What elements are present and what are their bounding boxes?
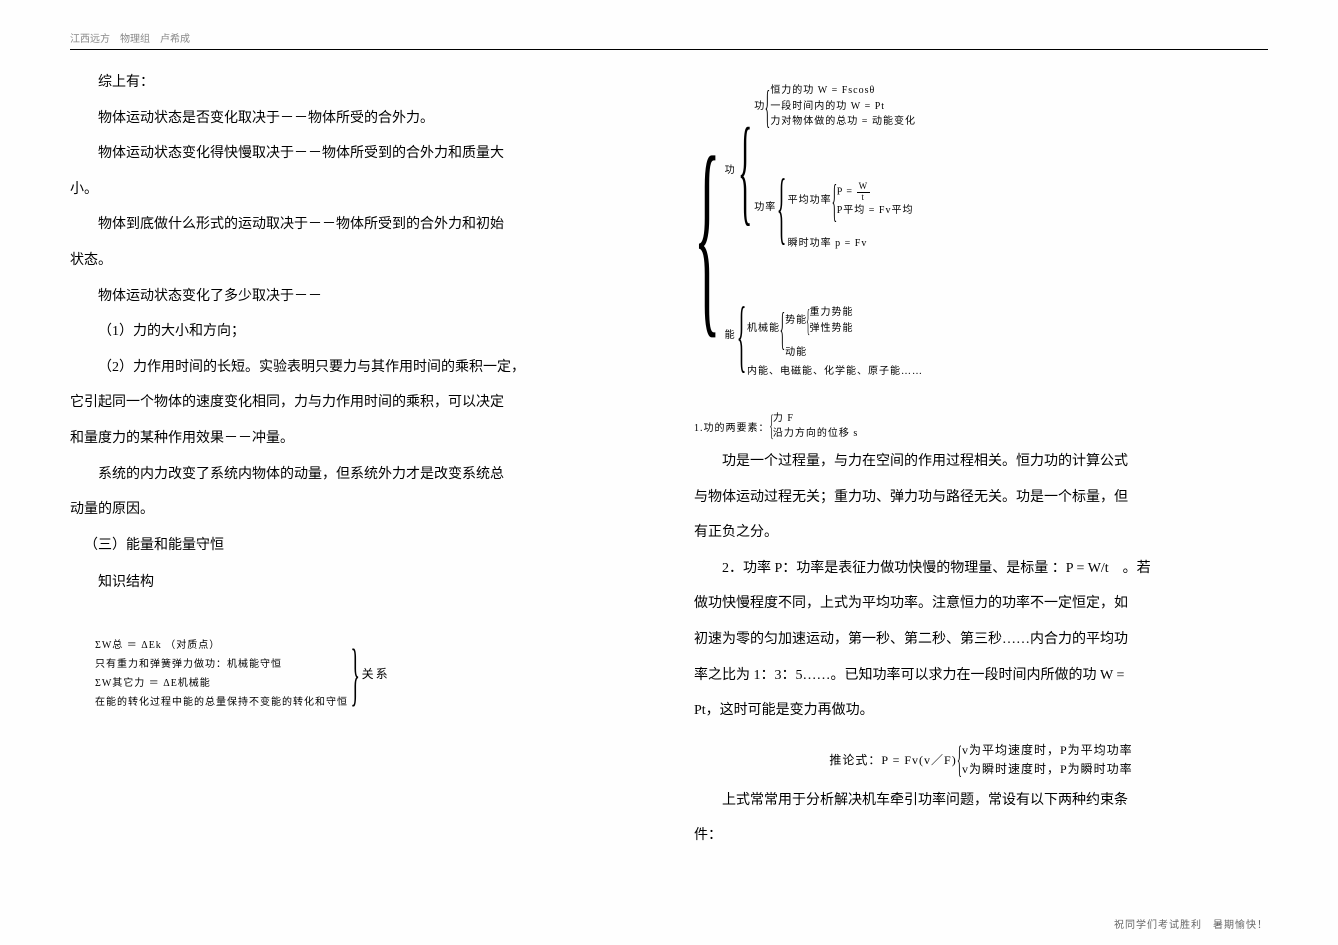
- page-footer: 祝同学们考试胜利 暑期愉快！: [1114, 916, 1268, 931]
- paragraph: 物体到底做什么形式的运动取决于－－物体所受到的合外力和初始: [70, 208, 644, 242]
- tree-leaf: P = W t: [837, 182, 914, 203]
- paragraph: 功是一个过程量，与力在空间的作用过程相关。恒力功的计算公式: [694, 445, 1268, 479]
- left-brace-icon: {: [780, 293, 786, 364]
- paragraph: 与物体运动过程无关；重力功、弹力功与路径无关。功是一个标量，但: [694, 481, 1268, 515]
- page-header: 江西远方 物理组 卢希成: [70, 30, 1268, 49]
- paragraph: （1）力的大小和方向；: [70, 315, 644, 349]
- paragraph: 系统的内力改变了系统内物体的动量，但系统外力才是改变系统总: [70, 458, 644, 492]
- corollary-label: 推论式：P = Fv(v／F): [829, 751, 956, 768]
- tree-label: 机械能: [747, 321, 780, 337]
- tree-label: 势能: [785, 313, 807, 329]
- case-line: v为瞬时速度时，P为瞬时功率: [962, 760, 1133, 779]
- paragraph: 状态。: [70, 244, 644, 278]
- left-brace-icon: {: [738, 77, 753, 263]
- tree-label: 功率: [754, 200, 776, 216]
- right-column: { 功 { 功 {: [694, 64, 1268, 853]
- fraction: W t: [857, 182, 871, 203]
- brace-label: 关系: [362, 663, 390, 686]
- paragraph: 它引起同一个物体的速度变化相同，力与力作用时间的乘积，可以决定: [70, 386, 644, 420]
- paragraph: 件：: [694, 819, 1268, 853]
- tree-leaf: 一段时间内的功 W = Pt: [770, 99, 916, 115]
- paragraph: 做功快慢程度不同，上式为平均功率。注意恒力的功率不一定恒定，如: [694, 587, 1268, 621]
- paragraph: 小。: [70, 173, 644, 207]
- paragraph: 有正负之分。: [694, 516, 1268, 550]
- right-brace-icon: }: [350, 608, 360, 741]
- left-brace-icon: {: [957, 738, 962, 782]
- brace-line: ΣW其它力 ＝ ΔE机械能: [95, 674, 348, 693]
- tree-leaf: P平均 = Fv平均: [837, 203, 914, 219]
- paragraph: 物体运动状态变化得快慢取决于－－物体所受到的合外力和质量大: [70, 137, 644, 171]
- paragraph: 2．功率 P：功率是表征力做功快慢的物理量、是标量 ：P = W/t 。若: [694, 552, 1268, 586]
- tree-label: 能: [725, 328, 736, 344]
- left-brace-icon: {: [765, 71, 771, 142]
- tree-label: 功: [725, 163, 736, 179]
- paragraph: 物体运动状态是否变化取决于－－物体所受的合外力。: [70, 102, 644, 136]
- two-column-layout: 综上有： 物体运动状态是否变化取决于－－物体所受的合外力。 物体运动状态变化得快…: [70, 64, 1268, 853]
- left-brace-icon: {: [806, 296, 810, 346]
- tree-leaf: 动能: [785, 345, 853, 361]
- tree-leaf: 弹性势能: [809, 321, 853, 337]
- relation-brace-block: ΣW总 ＝ ΔEk （对质点） 只有重力和弹簧弹力做功：机械能守恒 ΣW其它力 …: [95, 608, 644, 741]
- energy-tree: { 功 { 功 {: [690, 64, 1268, 405]
- paragraph: 综上有：: [70, 66, 644, 100]
- work-elements: 1.功的两要素： { 力 F 沿力方向的位移 s: [694, 409, 1268, 443]
- tree-leaf: 重力势能: [809, 305, 853, 321]
- paragraph: 和量度力的某种作用效果－－冲量。: [70, 422, 644, 456]
- tree-leaf: 力对物体做的总功 = 动能变化: [770, 114, 916, 130]
- tree-label: 功: [754, 99, 765, 115]
- section-heading: （三）能量和能量守恒: [70, 529, 644, 563]
- left-brace-icon: {: [769, 409, 773, 443]
- elements-label: 1.功的两要素：: [694, 419, 770, 434]
- left-column: 综上有： 物体运动状态是否变化取决于－－物体所受的合外力。 物体运动状态变化得快…: [70, 64, 644, 853]
- case-line: v为平均速度时，P为平均功率: [962, 741, 1133, 760]
- tree-leaf: 内能、电磁能、化学能、原子能……: [747, 364, 923, 380]
- left-brace-icon: {: [831, 165, 837, 236]
- brace-lines: ΣW总 ＝ ΔEk （对质点） 只有重力和弹簧弹力做功：机械能守恒 ΣW其它力 …: [95, 636, 348, 712]
- page-rule: [70, 49, 1268, 50]
- paragraph: （2）力作用时间的长短。实验表明只要力与其作用时间的乘积一定，: [70, 351, 644, 385]
- paragraph: 率之比为 1：3：5……。已知功率可以求力在一段时间内所做的功 W =: [694, 659, 1268, 693]
- brace-line: 在能的转化过程中能的总量保持不变能的转化和守恒: [95, 693, 348, 712]
- sub-heading: 知识结构: [70, 566, 644, 600]
- left-brace-icon: {: [736, 274, 746, 398]
- left-brace-icon: {: [694, 64, 721, 405]
- paragraph: Pt，这时可能是变力再做功。: [694, 694, 1268, 728]
- tree-leaf: 瞬时功率 p = Fv: [788, 236, 914, 252]
- paragraph: 初速为零的匀加速运动，第一秒、第二秒、第三秒……内合力的平均功: [694, 623, 1268, 657]
- brace-line: ΣW总 ＝ ΔEk （对质点）: [95, 636, 348, 655]
- document-page: 江西远方 物理组 卢希成 综上有： 物体运动状态是否变化取决于－－物体所受的合外…: [0, 0, 1338, 873]
- left-brace-icon: {: [777, 146, 787, 270]
- corollary-formula: 推论式：P = Fv(v／F) { v为平均速度时，P为平均功率 v为瞬时速度时…: [694, 738, 1268, 782]
- paragraph: 物体运动状态变化了多少取决于－－: [70, 280, 644, 314]
- element-item: 力 F: [773, 411, 858, 426]
- tree-label: 平均功率: [788, 193, 832, 209]
- paragraph: 动量的原因。: [70, 493, 644, 527]
- paragraph: 上式常常用于分析解决机车牵引功率问题，常设有以下两种约束条: [694, 784, 1268, 818]
- tree-leaf: 恒力的功 W = Fscosθ: [770, 83, 916, 99]
- element-item: 沿力方向的位移 s: [773, 426, 858, 441]
- brace-line: 只有重力和弹簧弹力做功：机械能守恒: [95, 655, 348, 674]
